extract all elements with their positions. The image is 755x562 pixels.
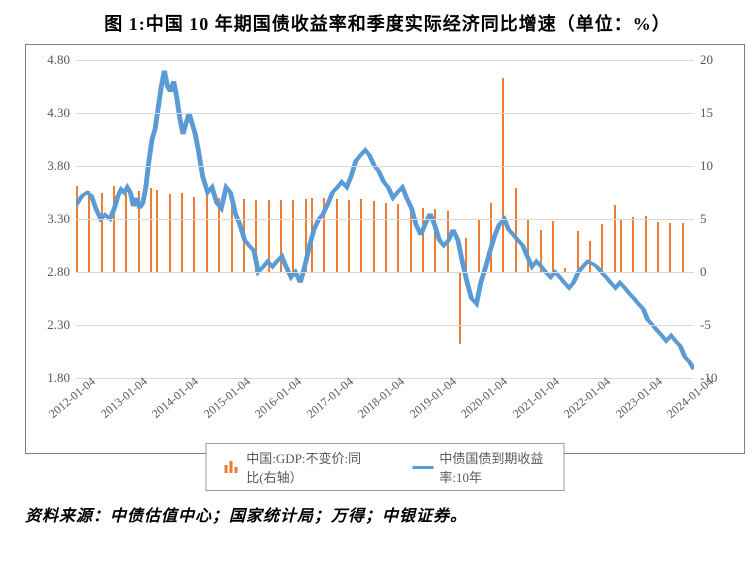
y-tick-right: 5	[700, 211, 744, 227]
y-tick-right: 15	[700, 105, 744, 121]
x-tick: 2019-01-04	[406, 374, 459, 421]
chart-area: 1.802.302.803.303.804.304.80 -10-5051015…	[25, 44, 745, 454]
gridline	[76, 219, 694, 220]
gridline	[76, 60, 694, 61]
y-tick-left: 4.30	[26, 105, 70, 121]
y-tick-right: 10	[700, 158, 744, 174]
y-tick-left: 4.80	[26, 52, 70, 68]
x-tick: 2020-01-04	[458, 374, 511, 421]
legend: 中国:GDP:不变价:同比(右轴） 中债国债到期收益率:10年	[206, 443, 565, 491]
x-tick: 2016-01-04	[252, 374, 305, 421]
gridline	[76, 325, 694, 326]
y-tick-left: 3.80	[26, 158, 70, 174]
gridline	[76, 166, 694, 167]
x-tick: 2017-01-04	[303, 374, 356, 421]
x-tick: 2013-01-04	[97, 374, 150, 421]
x-tick: 2024-01-04	[664, 374, 717, 421]
x-tick: 2023-01-04	[612, 374, 665, 421]
gridline	[76, 272, 694, 273]
y-axis-right: -10-505101520	[696, 60, 744, 378]
x-tick: 2015-01-04	[200, 374, 253, 421]
gridline	[76, 113, 694, 114]
plot-area	[76, 60, 694, 378]
line-icon	[413, 466, 434, 469]
chart-container: 图 1:中国 10 年期国债收益率和季度实际经济同比增速（单位：%） 1.80 2…	[10, 10, 755, 552]
chart-title: 图 1:中国 10 年期国债收益率和季度实际经济同比增速（单位：%）	[10, 10, 755, 36]
y-tick-left: 2.80	[26, 264, 70, 280]
x-tick: 2021-01-04	[509, 374, 562, 421]
legend-item-line: 中债国债到期收益率:10年	[413, 448, 548, 486]
y-tick-right: -5	[700, 317, 744, 333]
x-tick: 2014-01-04	[149, 374, 202, 421]
y-tick-right: 20	[700, 52, 744, 68]
source-text: 资料来源：中债估值中心；国家统计局；万得；中银证券。	[25, 502, 755, 526]
legend-item-bar: 中国:GDP:不变价:同比(右轴）	[223, 448, 373, 486]
legend-bar-label: 中国:GDP:不变价:同比(右轴）	[246, 448, 372, 486]
bar-icon	[223, 461, 241, 473]
legend-line-label: 中债国债到期收益率:10年	[439, 448, 547, 486]
y-tick-left: 3.30	[26, 211, 70, 227]
y-tick-left: 1.80	[26, 370, 70, 386]
x-tick: 2018-01-04	[355, 374, 408, 421]
y-tick-right: 0	[700, 264, 744, 280]
y-axis-left: 1.802.302.803.303.804.304.80	[26, 60, 74, 378]
y-tick-left: 2.30	[26, 317, 70, 333]
x-tick: 2022-01-04	[561, 374, 614, 421]
